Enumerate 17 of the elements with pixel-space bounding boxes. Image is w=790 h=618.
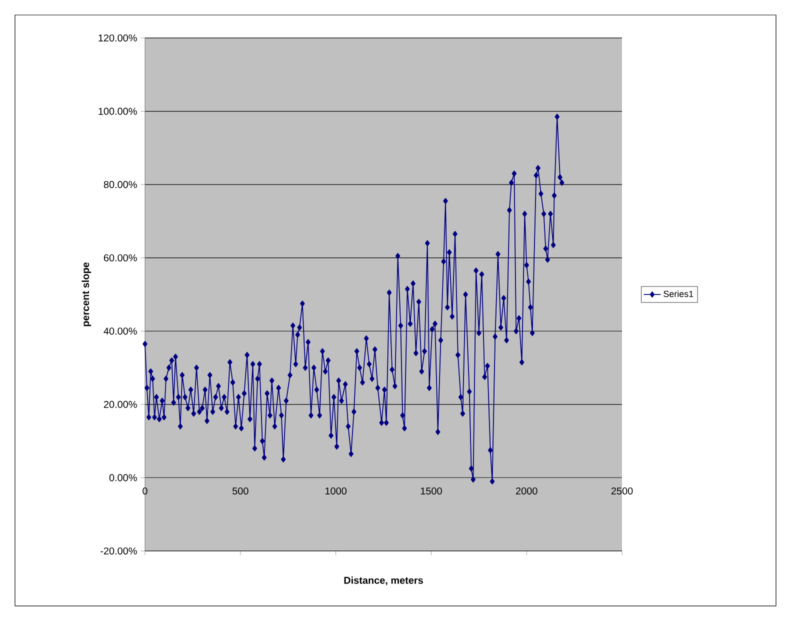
y-tick-label: 20.00%: [104, 400, 137, 408]
x-tick-label: 1500: [420, 487, 442, 495]
y-tick-label: 120.00%: [98, 34, 137, 42]
y-tick-label: -20.00%: [100, 547, 137, 555]
y-tick-label: 60.00%: [104, 254, 137, 262]
legend-label: Series1: [664, 290, 694, 298]
x-axis-title: Distance, meters: [344, 576, 423, 586]
x-tick-label: 2500: [611, 487, 633, 495]
y-tick-label: 80.00%: [104, 181, 137, 188]
x-tick-label: 500: [232, 487, 248, 495]
x-tick-label: 1000: [325, 487, 346, 495]
x-tick-label: 0: [142, 487, 148, 495]
y-tick-label: 0.00%: [109, 474, 137, 482]
y-tick-label: 100.00%: [98, 108, 137, 115]
y-axis-title: percent slope: [82, 262, 92, 326]
y-tick-label: 40.00%: [104, 328, 137, 335]
x-tick-label: 2000: [516, 487, 538, 495]
